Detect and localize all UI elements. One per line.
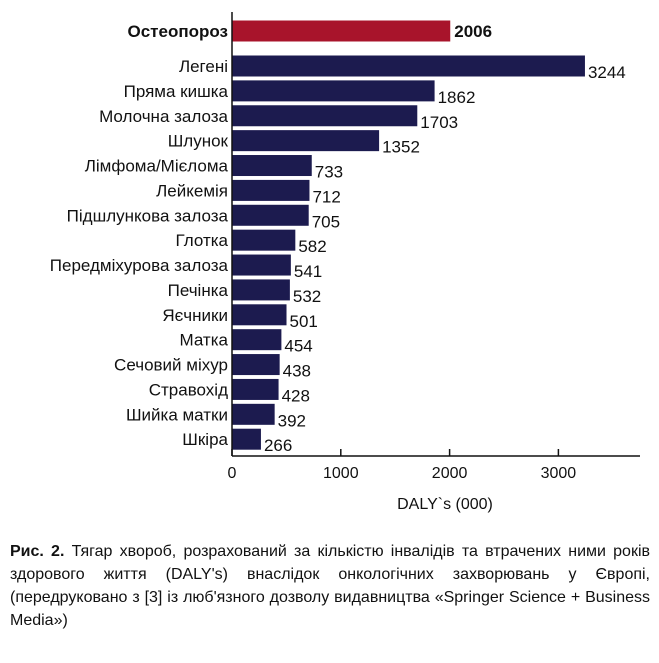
caption-text: Тягар хвороб, розрахований за кількістю …: [10, 543, 651, 629]
category-label-15: Шийка матки: [126, 405, 228, 424]
bar-14: [232, 378, 279, 400]
value-label-10: 532: [293, 287, 321, 306]
x-axis: 0 1000 2000 3000: [228, 12, 640, 482]
category-label-2: Пряма кишка: [124, 82, 229, 101]
category-label-8: Глотка: [176, 231, 229, 250]
category-label-highlight: Остеопороз: [128, 22, 229, 41]
bar-15: [232, 403, 275, 425]
bar-16: [232, 428, 261, 450]
category-label-4: Шлунок: [168, 132, 229, 151]
category-label-1: Легені: [179, 57, 228, 76]
x-tick-label-2: 2000: [432, 465, 468, 482]
bar-4: [232, 130, 380, 152]
value-label-5: 733: [315, 163, 343, 182]
bar-7: [232, 204, 309, 226]
value-label-11: 501: [290, 312, 318, 331]
value-label-14: 428: [282, 386, 310, 405]
bar-3: [232, 105, 418, 127]
bar-5: [232, 155, 312, 177]
bar-1: [232, 55, 585, 77]
category-label-16: Шкіра: [182, 430, 228, 449]
value-label-3: 1703: [420, 113, 458, 132]
x-axis-title: DALY`s (000): [397, 496, 493, 513]
bar-2: [232, 80, 435, 102]
value-label-16: 266: [264, 436, 292, 455]
category-label-9: Передміхурова залоза: [50, 256, 229, 275]
category-label-7: Підшлункова залоза: [67, 206, 229, 225]
bar-6: [232, 179, 310, 201]
bar-9: [232, 254, 291, 276]
bar-highlight: [232, 20, 451, 42]
category-label-11: Яєчники: [162, 306, 228, 325]
value-label-13: 438: [283, 362, 311, 381]
category-label-3: Молочна залоза: [99, 107, 228, 126]
value-label-15: 392: [278, 411, 306, 430]
daly-bar-chart: Остеопороз Легені Пряма кишка Молочна залоз…: [50, 12, 640, 513]
value-label-7: 705: [312, 212, 340, 231]
x-tick-label-1: 1000: [323, 465, 359, 482]
category-label-10: Печінка: [168, 281, 229, 300]
bar-12: [232, 329, 282, 351]
category-labels: Остеопороз Легені Пряма кишка Молочна залоз…: [50, 22, 229, 449]
value-label-1: 3244: [588, 63, 626, 82]
bar-11: [232, 304, 287, 326]
x-tick-label-0: 0: [228, 465, 237, 482]
category-label-5: Лімфома/Мієлома: [85, 157, 229, 176]
value-label-6: 712: [312, 187, 340, 206]
bars-group: [232, 20, 585, 450]
caption-label: Рис. 2.: [10, 543, 65, 560]
category-label-13: Сечовий міхур: [114, 356, 228, 375]
value-label-9: 541: [294, 262, 322, 281]
value-label-8: 582: [298, 237, 326, 256]
bar-10: [232, 279, 290, 301]
bar-8: [232, 229, 296, 251]
value-label-12: 454: [284, 337, 312, 356]
x-tick-label-3: 3000: [541, 465, 577, 482]
value-label-4: 1352: [382, 138, 420, 157]
value-label-highlight: 2006: [454, 22, 492, 41]
figure-caption: Рис. 2. Тягар хвороб, розрахований за кі…: [10, 540, 650, 632]
category-label-6: Лейкемія: [156, 181, 228, 200]
category-label-14: Стравохід: [149, 380, 228, 399]
bar-13: [232, 354, 280, 376]
value-label-2: 1862: [438, 88, 476, 107]
category-label-12: Матка: [180, 331, 229, 350]
